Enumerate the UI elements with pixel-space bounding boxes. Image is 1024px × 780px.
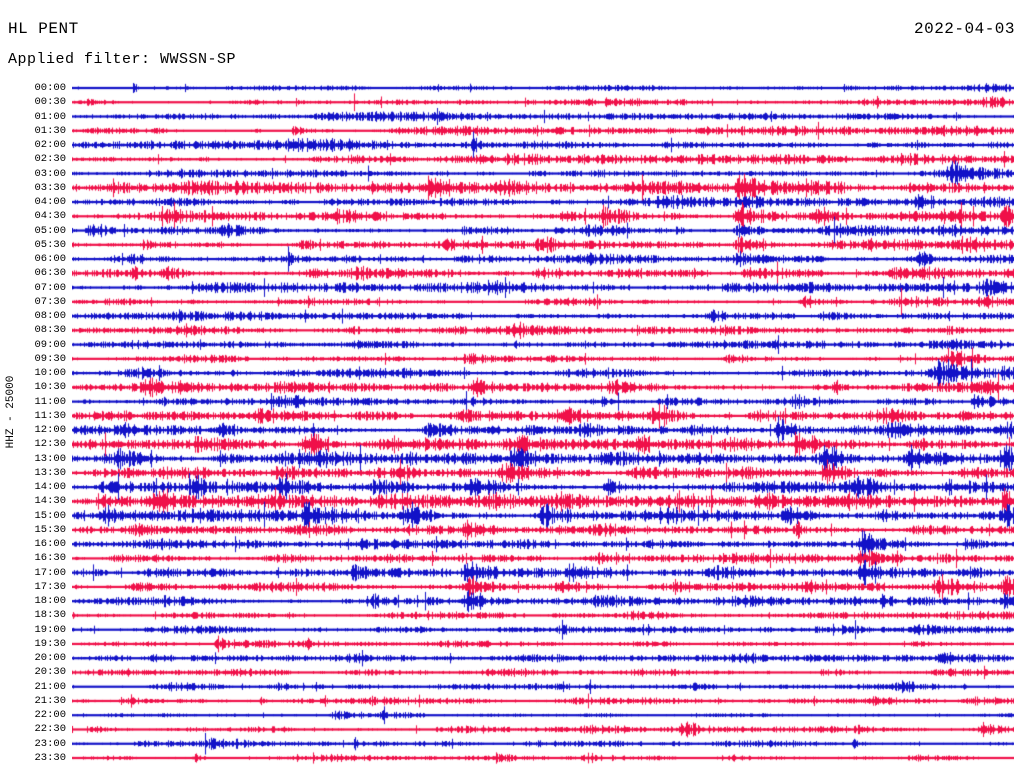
time-label: 11:00 — [34, 395, 66, 408]
time-label: 03:00 — [34, 167, 66, 180]
time-label: 17:00 — [34, 566, 66, 579]
time-label: 05:30 — [34, 238, 66, 251]
station-title: HL PENT — [8, 20, 79, 38]
time-label: 15:30 — [34, 523, 66, 536]
time-label: 07:30 — [34, 295, 66, 308]
time-label: 07:00 — [34, 281, 66, 294]
time-label: 19:30 — [34, 637, 66, 650]
time-label: 10:30 — [34, 381, 66, 394]
time-label: 12:30 — [34, 438, 66, 451]
time-label: 21:00 — [34, 680, 66, 693]
time-label: 21:30 — [34, 694, 66, 707]
time-label: 00:30 — [34, 96, 66, 109]
time-label: 06:00 — [34, 253, 66, 266]
time-label: 01:30 — [34, 124, 66, 137]
time-label: 02:00 — [34, 139, 66, 152]
time-label: 23:00 — [34, 737, 66, 750]
time-label: 16:30 — [34, 552, 66, 565]
date-label: 2022-04-03 — [913, 20, 1015, 38]
time-label: 13:30 — [34, 466, 66, 479]
time-label: 10:00 — [34, 367, 66, 380]
time-label: 20:00 — [34, 652, 66, 665]
time-label: 13:00 — [34, 452, 66, 465]
time-label: 11:30 — [34, 409, 66, 422]
time-label: 18:00 — [34, 595, 66, 608]
time-label: 03:30 — [34, 181, 66, 194]
time-label: 04:30 — [34, 210, 66, 223]
time-label: 08:30 — [34, 324, 66, 337]
time-label: 17:30 — [34, 580, 66, 593]
time-label: 22:00 — [34, 709, 66, 722]
time-label: 04:00 — [34, 196, 66, 209]
time-label: 20:30 — [34, 666, 66, 679]
time-label: 15:00 — [34, 509, 66, 522]
time-label: 09:00 — [34, 338, 66, 351]
time-label: 18:30 — [34, 609, 66, 622]
time-label: 12:00 — [34, 424, 66, 437]
time-label: 05:00 — [34, 224, 66, 237]
time-label: 00:00 — [34, 82, 66, 94]
applied-filter-label: Applied filter: WWSSN-SP — [8, 51, 237, 68]
time-label: 02:30 — [34, 153, 66, 166]
time-label: 06:30 — [34, 267, 66, 280]
time-label: 14:00 — [34, 481, 66, 494]
helicorder-traces-canvas — [72, 80, 1014, 772]
time-label: 08:00 — [34, 310, 66, 323]
time-label: 14:30 — [34, 495, 66, 508]
time-label: 09:30 — [34, 352, 66, 365]
time-label: 16:00 — [34, 538, 66, 551]
time-label: 01:00 — [34, 110, 66, 123]
time-label: 23:30 — [34, 751, 66, 764]
time-label: 22:30 — [34, 723, 66, 736]
time-label: 19:00 — [34, 623, 66, 636]
